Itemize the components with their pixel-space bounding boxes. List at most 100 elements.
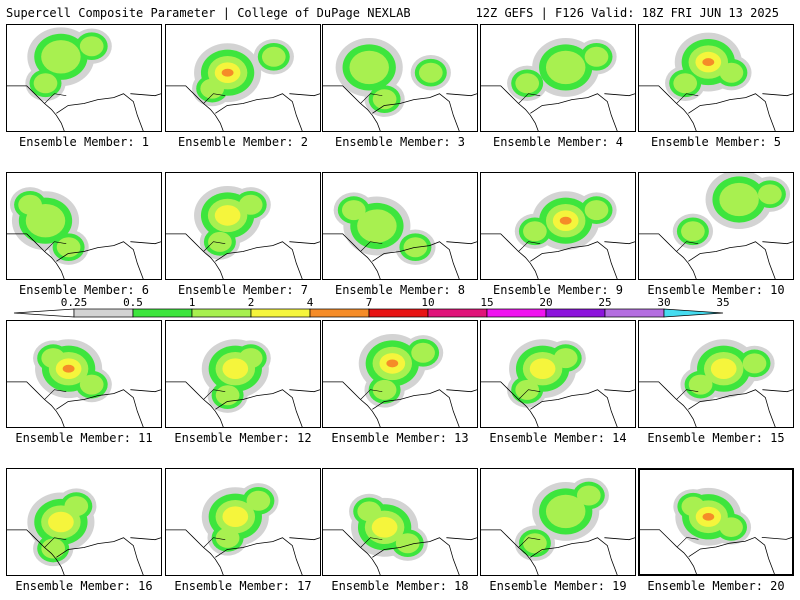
scp-contour-level-2 (742, 353, 767, 374)
border-line (44, 241, 67, 252)
scp-contour-level-2 (208, 231, 232, 252)
member-label: Ensemble Member: 17 (174, 579, 312, 593)
member-label: Ensemble Member: 5 (650, 135, 782, 149)
border-line (518, 93, 541, 104)
coastline (166, 529, 320, 575)
scp-contour-level-2 (545, 494, 586, 529)
scp-contour-level-2 (681, 221, 705, 242)
map-panel-member-9[interactable] (480, 172, 636, 280)
colorbar-tick-label: 35 (716, 296, 729, 309)
scp-contour-level-2 (56, 237, 81, 258)
border-line (203, 93, 226, 104)
colorbar-segment (73, 308, 134, 318)
scp-contour-level-2 (584, 46, 609, 67)
colorbar-tick-label: 0.25 (61, 296, 88, 309)
coastline (323, 85, 477, 131)
map-panel-member-14[interactable] (480, 320, 636, 428)
scp-contour-level-2 (18, 194, 42, 215)
member-label: Ensemble Member: 12 (174, 431, 312, 445)
map-panel-member-1[interactable] (6, 24, 162, 132)
scp-contour-level-4 (386, 359, 399, 368)
coastline (481, 85, 635, 131)
scp-contour-level-2 (215, 385, 240, 406)
map-panel-member-19[interactable] (480, 468, 636, 576)
map-panel-member-15[interactable] (638, 320, 794, 428)
map-panel-member-10[interactable] (638, 172, 794, 280)
scp-contour-level-2 (349, 50, 389, 85)
map-panel-member-2[interactable] (165, 24, 321, 132)
scp-contour-level-2 (515, 379, 540, 400)
scp-contour-level-3 (529, 358, 556, 380)
scp-contour-level-2 (553, 348, 578, 369)
coastline (640, 529, 792, 574)
map-panel-member-16[interactable] (6, 468, 162, 576)
coastline (323, 381, 477, 427)
scp-contour-level-2 (372, 89, 397, 110)
map-panel-member-18[interactable] (322, 468, 478, 576)
map-panel-member-20[interactable] (638, 468, 794, 576)
scp-contour-level-2 (418, 62, 443, 83)
member-label: Ensemble Member: 15 (647, 431, 785, 445)
colorbar-segment (427, 308, 488, 318)
scp-contour-level-3 (48, 511, 74, 533)
map-panel-member-17[interactable] (165, 468, 321, 576)
member-label: Ensemble Member: 20 (647, 579, 785, 593)
colorbar-segment (368, 308, 429, 318)
colorbar-segment (191, 308, 252, 318)
member-label: Ensemble Member: 18 (331, 579, 469, 593)
colorbar-tick-label: 7 (366, 296, 373, 309)
colorbar-tick-label: 10 (421, 296, 434, 309)
coastline (7, 85, 161, 131)
map-panel-member-4[interactable] (480, 24, 636, 132)
border-line (676, 93, 699, 104)
scp-contour-level-2 (372, 379, 397, 400)
border-line (44, 537, 67, 548)
member-label: Ensemble Member: 14 (489, 431, 627, 445)
scp-contour-level-2 (576, 485, 601, 506)
member-label: Ensemble Member: 9 (492, 283, 624, 297)
scp-contour-level-2 (357, 209, 397, 243)
map-panel-member-8[interactable] (322, 172, 478, 280)
map-panel-member-13[interactable] (322, 320, 478, 428)
color-scale-legend: 0.25 0.5 1 2 4 7 10 15 20 25 30 35 (13, 296, 730, 318)
scp-contour-level-4 (62, 364, 75, 373)
member-label: Ensemble Member: 13 (331, 431, 469, 445)
scp-contour-level-3 (222, 358, 249, 380)
member-label: Ensemble Member: 11 (15, 431, 153, 445)
border-line (676, 537, 699, 548)
border-line (44, 93, 67, 104)
coastline (481, 381, 635, 427)
scp-contour-level-2 (395, 533, 420, 554)
map-panel-member-3[interactable] (322, 24, 478, 132)
scp-contour-level-2 (515, 73, 540, 94)
member-label: Ensemble Member: 6 (18, 283, 150, 297)
map-panel-member-11[interactable] (6, 320, 162, 428)
scp-contour-level-2 (719, 517, 743, 538)
colorbar-segment (132, 308, 193, 318)
coastline (166, 233, 320, 279)
scp-contour-level-2 (758, 184, 782, 205)
coastline (7, 381, 161, 427)
scp-contour-level-2 (584, 200, 609, 221)
map-title: Supercell Composite Parameter | College … (6, 6, 411, 20)
scp-contour-level-2 (688, 374, 713, 395)
scp-contour-level-2 (246, 490, 271, 511)
border-line (518, 537, 541, 548)
map-panel-member-12[interactable] (165, 320, 321, 428)
coastline (639, 233, 793, 279)
border-line (676, 241, 699, 252)
scp-contour-level-2 (719, 182, 759, 217)
map-panel-member-5[interactable] (638, 24, 794, 132)
scp-contour-level-2 (523, 533, 547, 554)
map-panel-member-7[interactable] (165, 172, 321, 280)
border-line (360, 389, 383, 400)
scp-contour-level-2 (238, 194, 263, 215)
member-label: Ensemble Member: 7 (177, 283, 309, 297)
coastline (323, 233, 477, 279)
colorbar-tick-label: 4 (307, 296, 314, 309)
border-line (203, 241, 226, 252)
scp-contour-level-4 (702, 512, 715, 521)
map-panel-member-6[interactable] (6, 172, 162, 280)
colorbar-tick-label: 30 (657, 296, 670, 309)
colorbar-tick-label: 1 (189, 296, 196, 309)
